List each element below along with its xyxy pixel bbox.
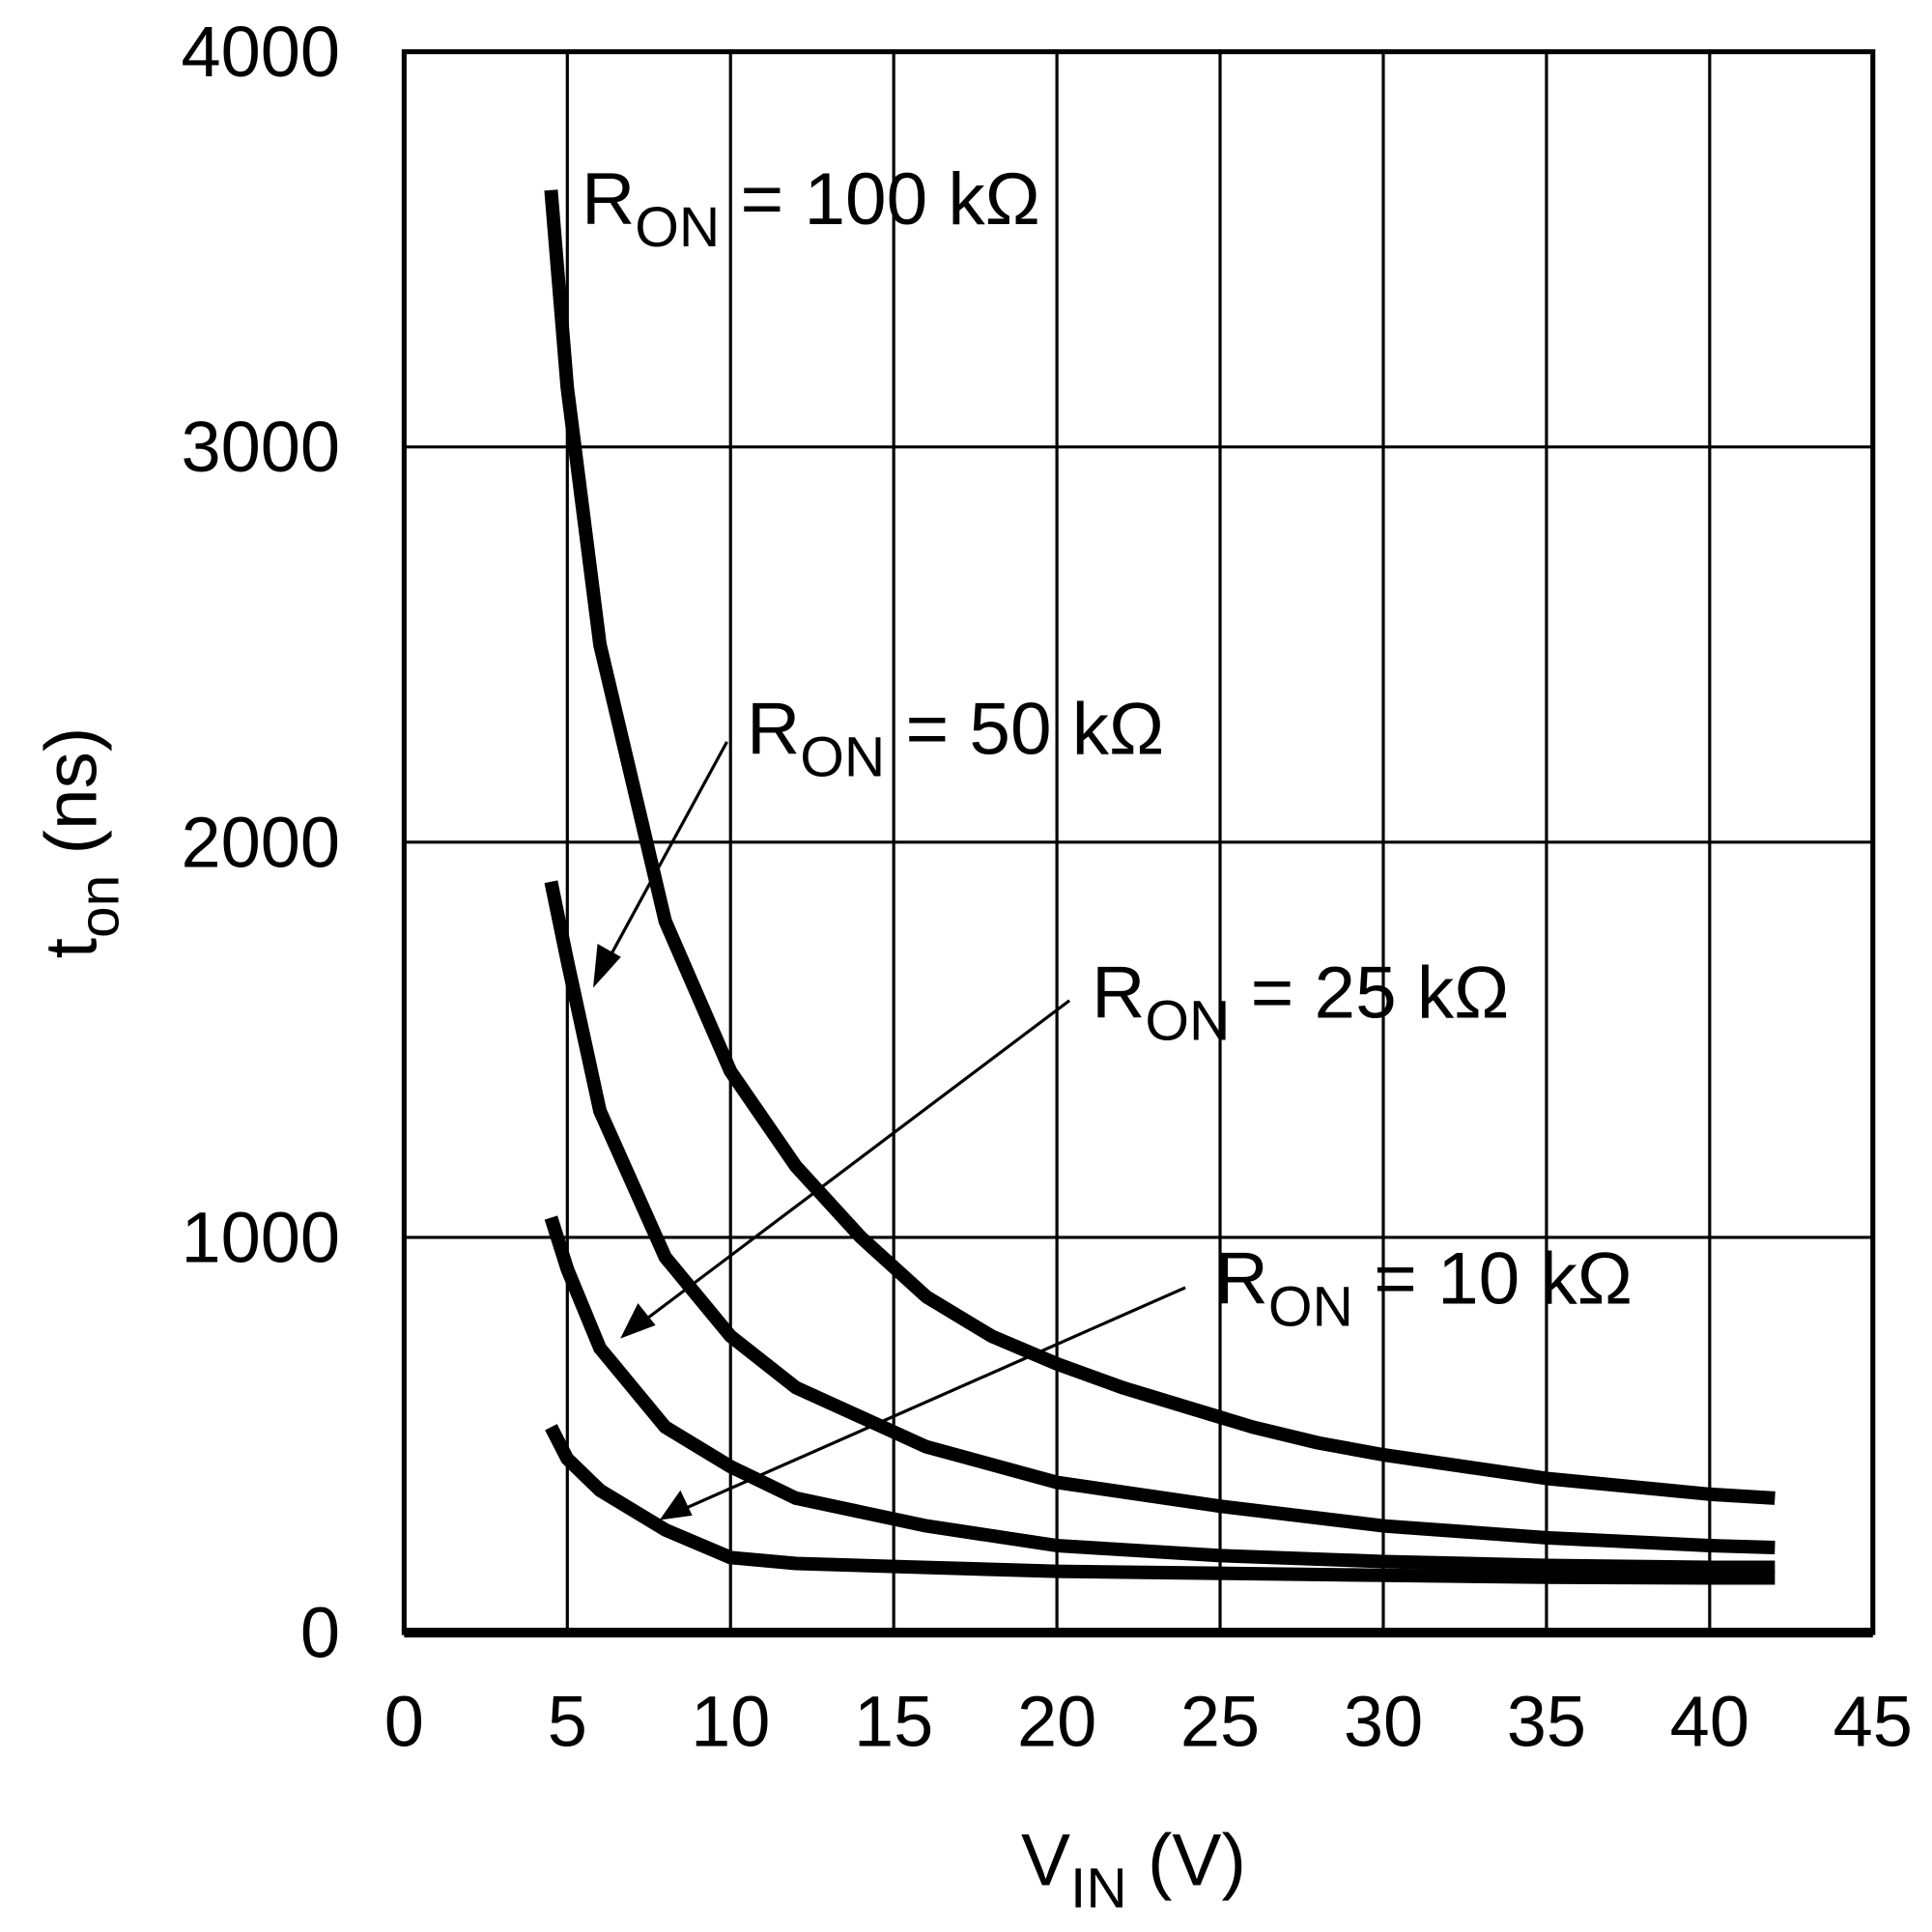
annotation-10k: RON = 10 kΩ (1215, 1237, 1633, 1338)
annotation-25k: RON = 25 kΩ (1092, 952, 1509, 1053)
annotation-50k: RON = 50 kΩ (747, 689, 1164, 789)
arrowhead-50k (593, 944, 621, 988)
x-tick-label: 20 (1017, 1681, 1096, 1761)
series-line-3 (545, 1424, 1776, 1585)
y-tick-label: 3000 (181, 407, 340, 487)
arrow-50k (605, 741, 728, 965)
curves (544, 189, 1776, 1585)
arrow-10k (679, 1286, 1186, 1513)
y-axis-label: ton (ns) (30, 727, 130, 959)
tick-labels: 0 5 10 15 20 25 30 35 40 45 0 1000 2000 3000 4000 (181, 12, 1912, 1761)
annotations: RON = 100 kΩ RON = 50 kΩ RON = 25 kΩ RON… (582, 158, 1633, 1520)
x-tick-label: 30 (1344, 1681, 1423, 1761)
arrowhead-10k (659, 1490, 693, 1520)
series-line-2 (544, 1215, 1776, 1575)
x-tick-label: 25 (1180, 1681, 1260, 1761)
arrow-25k (639, 999, 1071, 1325)
x-tick-label: 35 (1507, 1681, 1586, 1761)
y-tick-label: 0 (300, 1593, 340, 1673)
x-tick-label: 10 (691, 1681, 770, 1761)
plot-frame (401, 49, 1876, 1638)
x-tick-label: 5 (548, 1681, 587, 1761)
y-tick-label: 1000 (181, 1197, 340, 1277)
x-tick-label: 0 (384, 1681, 424, 1761)
annotation-100k: RON = 100 kΩ (582, 158, 1040, 259)
x-tick-label: 45 (1833, 1681, 1913, 1761)
y-tick-label: 2000 (181, 802, 340, 882)
x-axis-label: VIN (V) (1021, 1820, 1246, 1920)
x-tick-label: 40 (1670, 1681, 1749, 1761)
series-line-1 (544, 880, 1776, 1555)
x-tick-label: 15 (854, 1681, 933, 1761)
arrowhead-25k (620, 1303, 656, 1339)
y-tick-label: 4000 (181, 12, 340, 92)
